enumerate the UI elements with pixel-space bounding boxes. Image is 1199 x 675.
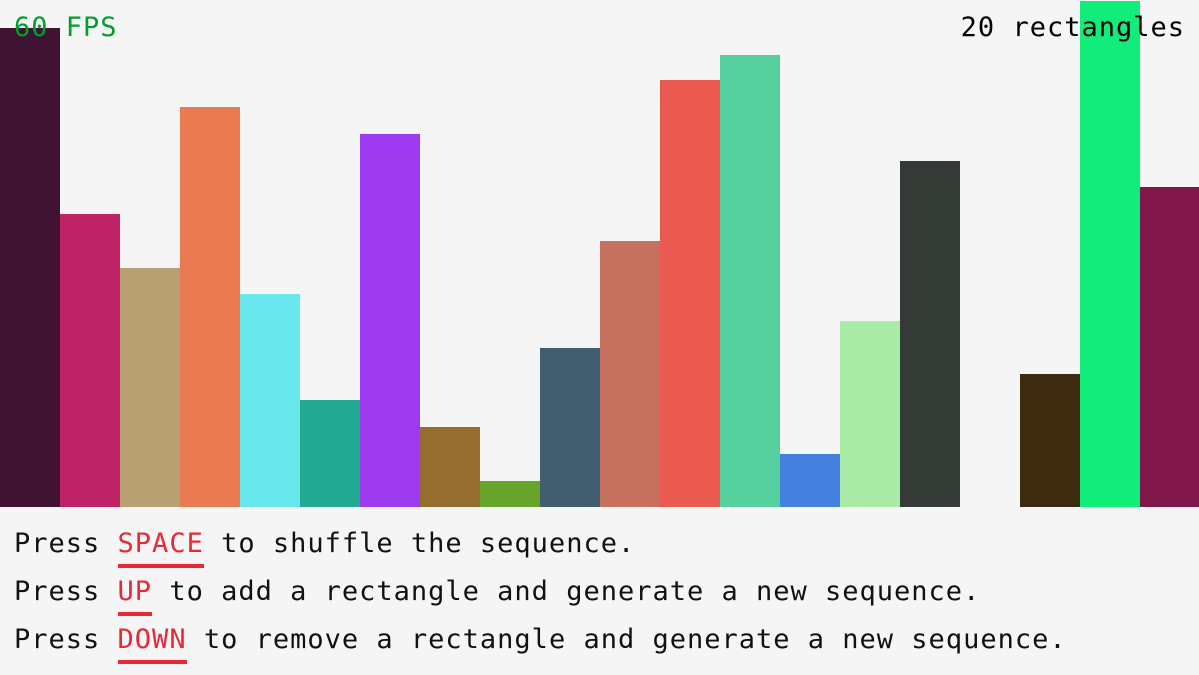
key-up: UP bbox=[117, 576, 153, 616]
sequence-rectangle bbox=[240, 294, 300, 507]
sequence-rectangle bbox=[780, 454, 840, 507]
instruction-text: to remove a rectangle and generate a new… bbox=[186, 624, 1067, 655]
instruction-text: Press bbox=[14, 624, 118, 655]
sequence-rectangle bbox=[60, 214, 120, 507]
sequence-rectangle bbox=[720, 55, 780, 507]
instruction-text: Press bbox=[14, 528, 118, 559]
sequence-rectangle bbox=[360, 134, 420, 507]
sequence-rectangle bbox=[120, 268, 180, 507]
instruction-text: to add a rectangle and generate a new se… bbox=[152, 576, 981, 607]
sequence-rectangle bbox=[480, 481, 540, 507]
instruction-text: to shuffle the sequence. bbox=[203, 528, 636, 559]
sequence-rectangle bbox=[900, 161, 960, 507]
key-space: SPACE bbox=[117, 528, 205, 568]
sequence-rectangle bbox=[600, 241, 660, 507]
sequence-rectangle bbox=[540, 348, 600, 507]
fps-counter: 60 FPS bbox=[14, 12, 118, 43]
sequence-rectangle bbox=[300, 400, 360, 507]
sequence-rectangle bbox=[180, 107, 240, 507]
sequence-rectangle bbox=[0, 28, 60, 507]
instruction-shuffle: Press SPACE to shuffle the sequence. bbox=[14, 528, 636, 568]
key-down: DOWN bbox=[117, 624, 187, 664]
instruction-add: Press UP to add a rectangle and generate… bbox=[14, 576, 981, 616]
instruction-remove: Press DOWN to remove a rectangle and gen… bbox=[14, 624, 1067, 664]
instruction-text: Press bbox=[14, 576, 118, 607]
sequence-rectangle bbox=[1020, 374, 1080, 507]
sequence-rectangle bbox=[660, 80, 720, 507]
rectangle-count: 20 rectangles bbox=[960, 12, 1185, 43]
rectangle-sequence bbox=[0, 1, 1199, 507]
sequence-rectangle bbox=[420, 427, 480, 507]
sequence-rectangle bbox=[840, 321, 900, 507]
sequence-rectangle bbox=[1140, 187, 1199, 507]
sequence-rectangle bbox=[1080, 1, 1140, 507]
